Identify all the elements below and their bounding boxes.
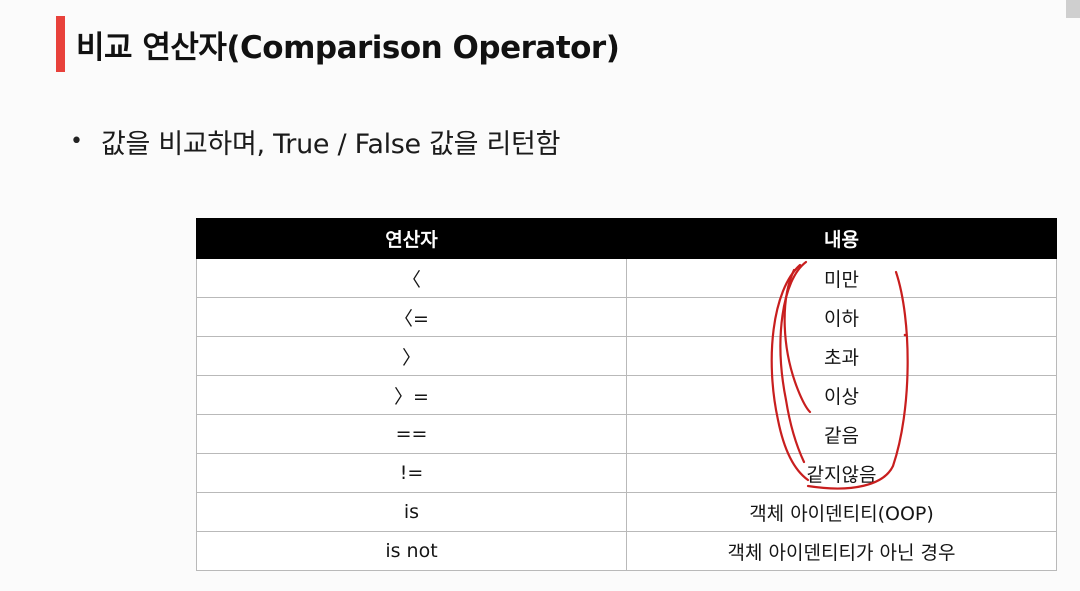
description-cell: 같음 — [626, 414, 1057, 454]
table-row: 〈 미만 — [196, 258, 1057, 298]
operator-cell: is — [196, 492, 627, 532]
slide-title: 비교 연산자(Comparison Operator) — [76, 30, 620, 66]
description-cell: 이상 — [626, 375, 1057, 415]
table-row: 〉= 이상 — [196, 375, 1057, 415]
description-cell: 초과 — [626, 336, 1057, 376]
header-operator: 연산자 — [196, 218, 627, 259]
description-cell: 객체 아이덴티티(OOP) — [626, 492, 1057, 532]
bullet-text: 값을 비교하며, True / False 값을 리턴함 — [100, 129, 561, 160]
operator-cell: == — [196, 414, 627, 454]
operator-cell: 〉= — [196, 375, 627, 415]
description-cell: 같지않음 — [626, 453, 1057, 493]
bullet-point: • 값을 비교하며, True / False 값을 리턴함 — [70, 122, 560, 161]
table-row: is 객체 아이덴티티(OOP) — [196, 492, 1057, 532]
table-row: == 같음 — [196, 414, 1057, 454]
table-row: 〈= 이하 — [196, 297, 1057, 337]
table-row: 〉 초과 — [196, 336, 1057, 376]
header-description: 내용 — [626, 218, 1057, 259]
comparison-operator-table: 연산자 내용 〈 미만 〈= 이하 〉 초과 〉= 이상 == — [196, 218, 1057, 571]
operator-cell: is not — [196, 531, 627, 571]
table-header-row: 연산자 내용 — [196, 218, 1057, 259]
description-cell: 미만 — [626, 258, 1057, 298]
operator-cell: 〉 — [196, 336, 627, 376]
operator-cell: 〈= — [196, 297, 627, 337]
table-row: != 같지않음 — [196, 453, 1057, 493]
operator-cell: != — [196, 453, 627, 493]
description-cell: 이하 — [626, 297, 1057, 337]
title-accent-bar — [56, 16, 65, 72]
operator-cell: 〈 — [196, 258, 627, 298]
description-cell: 객체 아이덴티티가 아닌 경우 — [626, 531, 1057, 571]
window-edge — [1066, 0, 1080, 18]
table-row: is not 객체 아이덴티티가 아닌 경우 — [196, 531, 1057, 571]
bullet-icon: • — [70, 128, 83, 154]
